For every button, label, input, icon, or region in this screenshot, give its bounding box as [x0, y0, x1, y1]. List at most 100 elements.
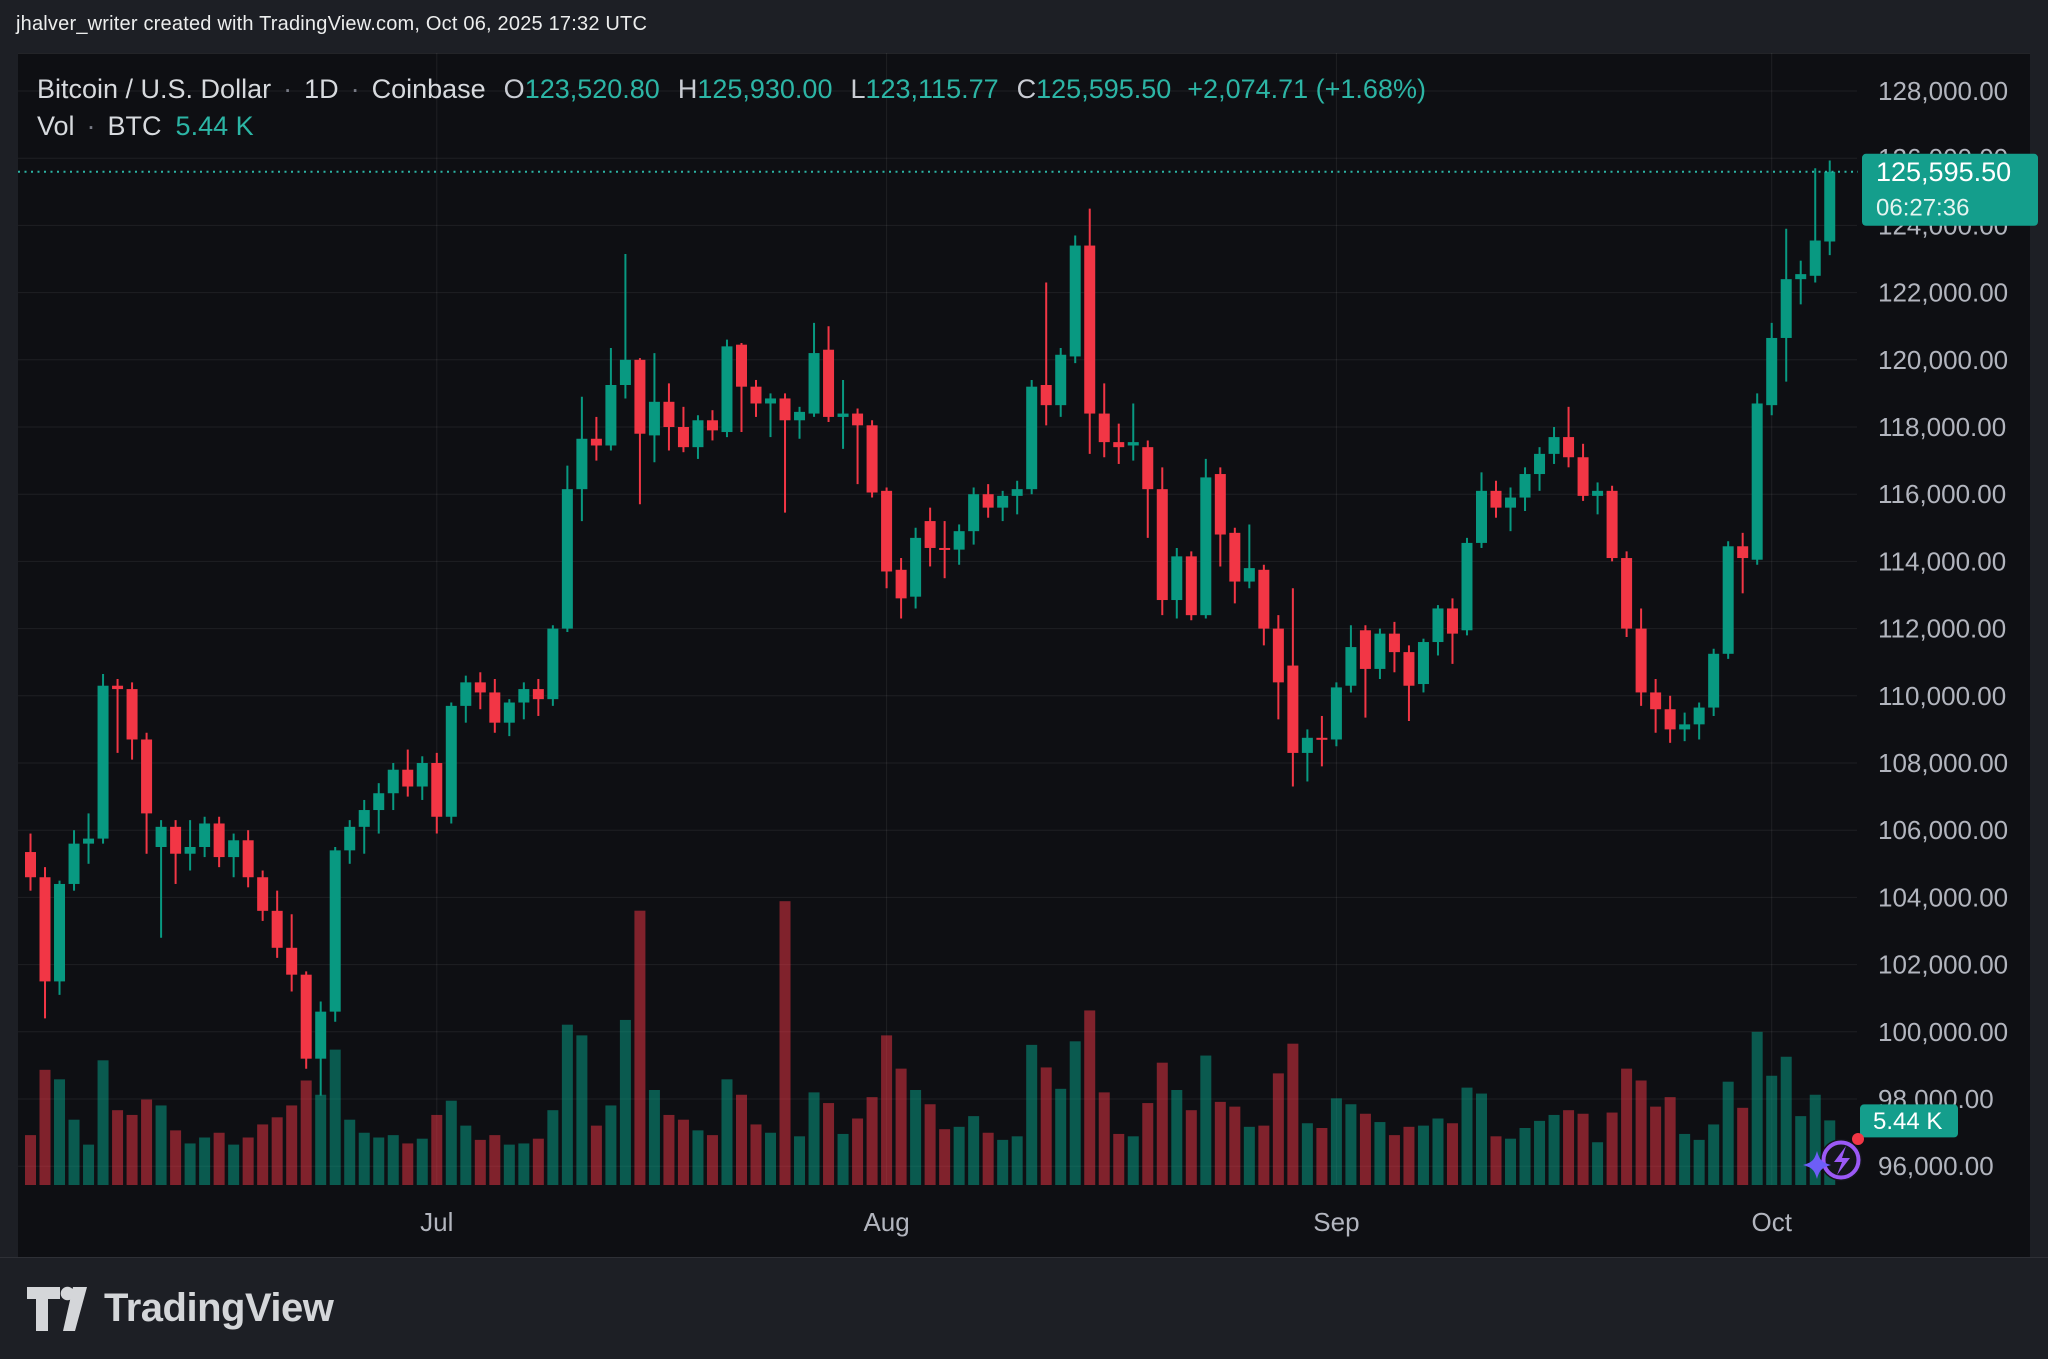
price-tick-label: 106,000.00 — [1878, 815, 2008, 845]
symbol-name[interactable]: Bitcoin / U.S. Dollar — [37, 74, 272, 104]
candle-body — [1185, 556, 1197, 616]
volume-bar — [1708, 1124, 1720, 1185]
candle-body — [1577, 457, 1589, 496]
candle-body — [1156, 489, 1168, 601]
volume-bar — [1461, 1087, 1473, 1185]
ai-assistant-icon[interactable] — [1803, 1133, 1864, 1181]
candle-body — [1374, 633, 1386, 669]
month-label: Oct — [1751, 1207, 1792, 1237]
chart-pane[interactable] — [18, 53, 2030, 1257]
candle-body — [1693, 707, 1705, 725]
volume-bar — [982, 1132, 994, 1185]
candle-body — [503, 702, 515, 723]
volume-bar — [881, 1035, 893, 1185]
month-label: Jul — [420, 1207, 453, 1237]
candle-body — [750, 386, 762, 404]
volume-bar — [1026, 1044, 1038, 1185]
candle-body — [823, 349, 835, 417]
volume-bar — [619, 1019, 631, 1185]
volume-bar — [1171, 1090, 1183, 1185]
volume-bar — [1737, 1107, 1749, 1185]
candle-body — [1229, 532, 1241, 582]
candle-body — [706, 420, 718, 431]
candle-body — [605, 385, 617, 446]
candle-body — [1592, 490, 1604, 496]
volume-bar — [706, 1135, 718, 1185]
ai-icon-ring — [1821, 1140, 1861, 1180]
candle-body — [126, 689, 138, 740]
candle-body — [837, 413, 849, 417]
volume-bar — [1142, 1103, 1154, 1185]
candle-body — [1563, 437, 1575, 458]
volume-bar — [1809, 1094, 1821, 1185]
volume-bar — [1505, 1138, 1517, 1185]
volume-bar — [1185, 1110, 1197, 1185]
price-axis[interactable]: 96,000.0098,000.00100,000.00102,000.0010… — [1878, 76, 2008, 1181]
interval-label[interactable]: 1D — [304, 74, 339, 104]
candle-body — [1301, 737, 1313, 753]
candle-body — [39, 877, 51, 982]
volume-bar — [532, 1138, 544, 1185]
volume-bar — [141, 1099, 153, 1185]
candle-body — [895, 569, 907, 599]
volume-bar — [1374, 1122, 1386, 1185]
price-tick-label: 112,000.00 — [1878, 614, 2006, 644]
volume-bar — [1229, 1106, 1241, 1185]
price-tick-label: 108,000.00 — [1878, 748, 2008, 778]
volume-bar — [1113, 1133, 1125, 1185]
candle-body — [547, 628, 559, 700]
volume-bar — [1243, 1126, 1255, 1185]
candle-body — [1635, 628, 1647, 693]
candle-body — [1026, 386, 1038, 490]
exchange-label[interactable]: Coinbase — [371, 74, 486, 104]
candle-body — [1490, 490, 1502, 508]
volume-label[interactable]: Vol — [37, 111, 75, 141]
candle-body — [1766, 337, 1778, 406]
volume-bar — [489, 1135, 501, 1185]
volume-bar — [271, 1117, 283, 1185]
volume-bar — [1040, 1067, 1052, 1185]
candle-body — [445, 705, 457, 817]
volume-bar — [1795, 1116, 1807, 1185]
countdown-timer: 06:27:36 — [1876, 194, 1969, 221]
candle-body — [1519, 474, 1531, 498]
candle-body — [1722, 546, 1734, 654]
volume-bar — [39, 1069, 51, 1185]
candle-body — [1171, 556, 1183, 601]
candle-body — [1795, 274, 1807, 280]
candle-body — [852, 413, 864, 426]
volume-bar — [1403, 1126, 1415, 1185]
candle-body — [1345, 647, 1357, 686]
candle-body — [692, 420, 704, 448]
volume-bar — [1476, 1093, 1487, 1185]
volume-bar — [1156, 1062, 1168, 1185]
tradingview-logo[interactable]: TradingView — [26, 1286, 334, 1332]
volume-bar — [997, 1139, 1009, 1185]
candle-body — [155, 826, 167, 847]
volume-bar — [1359, 1113, 1371, 1185]
volume-bar — [547, 1110, 559, 1185]
volume-bar — [1722, 1081, 1734, 1185]
candle-body — [141, 739, 153, 814]
volume-bar — [460, 1125, 472, 1185]
time-axis[interactable]: Jul Aug Sep Oct — [420, 1207, 1793, 1237]
volume-bar — [213, 1132, 225, 1185]
candle-body — [329, 850, 341, 1012]
candle-body — [1200, 477, 1212, 616]
candle-body — [68, 843, 80, 884]
volume-bar — [1127, 1136, 1139, 1185]
candle-body — [242, 840, 254, 878]
candle-body — [779, 398, 791, 421]
price-tick-label: 102,000.00 — [1878, 950, 2008, 980]
candle-body — [460, 682, 472, 706]
candle-body — [1330, 687, 1342, 740]
candle-body — [1272, 628, 1284, 683]
candle-body — [387, 769, 399, 794]
month-label: Aug — [863, 1207, 909, 1237]
price-tick-label: 114,000.00 — [1878, 546, 2006, 576]
volume-bar — [648, 1090, 660, 1185]
footer-bar: TradingView — [0, 1257, 2048, 1359]
volume-bar — [590, 1125, 602, 1185]
candle-body — [474, 682, 486, 693]
